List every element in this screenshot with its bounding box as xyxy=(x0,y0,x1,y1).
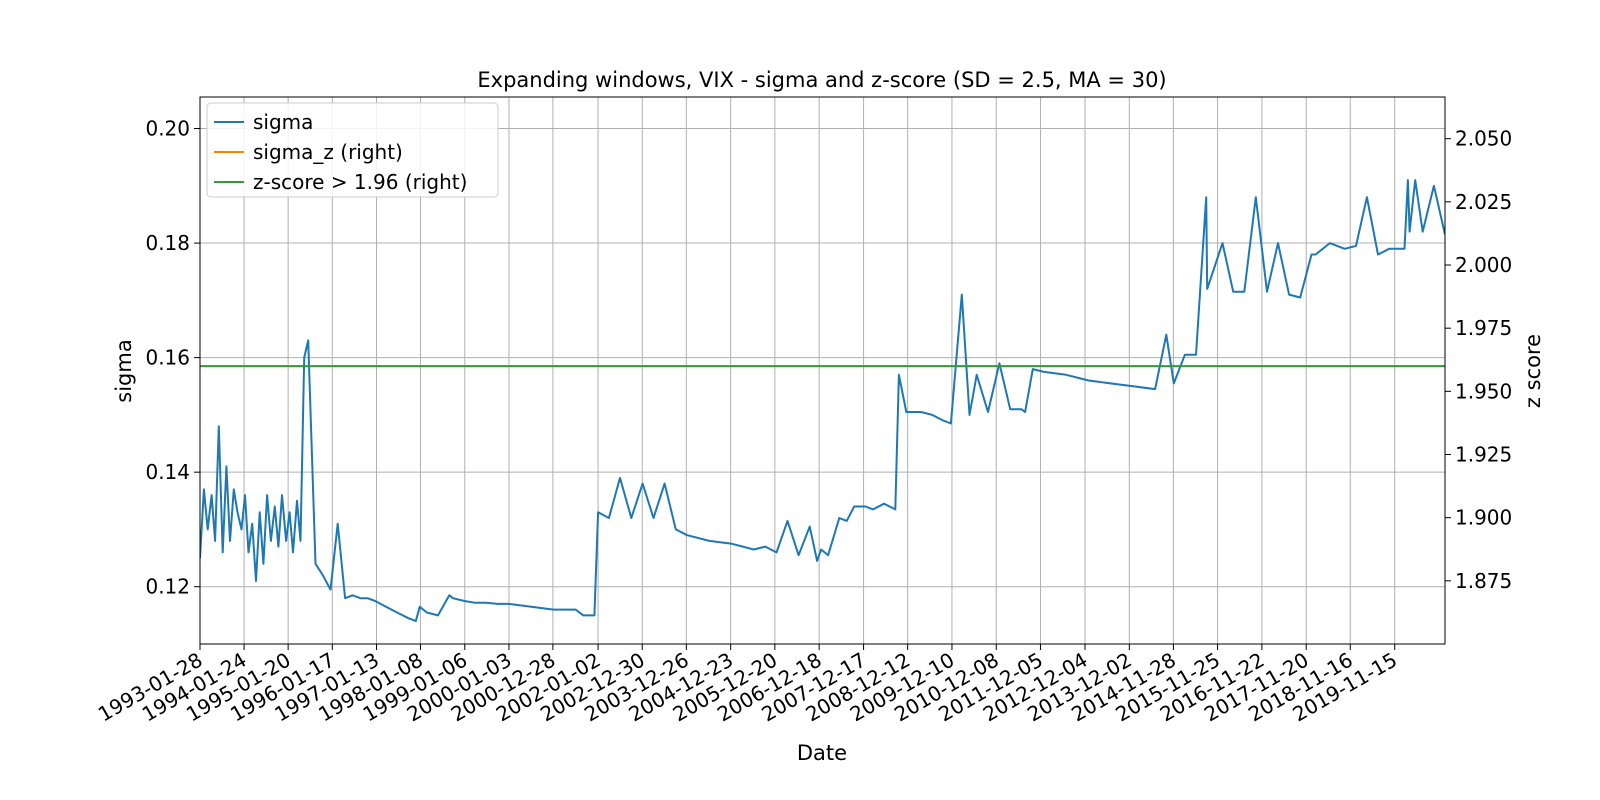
plot-frame xyxy=(199,96,1446,645)
y-right-tick-label: 2.050 xyxy=(1455,127,1512,151)
legend-label-sigma: sigma xyxy=(253,110,313,134)
y-right-tick-label: 1.900 xyxy=(1455,506,1512,530)
y-right-tick-label: 2.025 xyxy=(1455,190,1512,214)
legend-label-zscore: z-score > 1.96 (right) xyxy=(253,170,467,194)
y-right-axis-ticks: 1.875 1.900 1.925 1.950 1.975 2.000 2.025 2.050 xyxy=(1445,127,1512,593)
y-left-tick-label: 0.12 xyxy=(145,575,190,599)
series-line-0 xyxy=(200,179,1445,623)
chart-title: Expanding windows, VIX - sigma and z-sco… xyxy=(477,68,1166,92)
x-axis-ticks: 1993-01-281994-01-241995-01-201996-01-17… xyxy=(94,644,1401,726)
y-left-tick-label: 0.18 xyxy=(145,231,190,255)
legend: sigma sigma_z (right) z-score > 1.96 (ri… xyxy=(206,102,499,198)
y-left-tick-label: 0.14 xyxy=(145,460,190,484)
x-axis-label: Date xyxy=(797,741,847,765)
y-left-tick-label: 0.20 xyxy=(145,117,190,141)
series-layer xyxy=(200,179,1445,623)
y-left-axis-label: sigma xyxy=(112,339,136,402)
legend-box xyxy=(206,102,499,198)
legend-label-sigma-z: sigma_z (right) xyxy=(253,140,403,164)
y-right-tick-label: 1.950 xyxy=(1455,379,1512,403)
y-left-axis-ticks: 0.12 0.14 0.16 0.18 0.20 xyxy=(145,117,200,599)
y-right-tick-label: 1.875 xyxy=(1455,569,1512,593)
y-right-tick-label: 1.975 xyxy=(1455,316,1512,340)
y-right-tick-label: 1.925 xyxy=(1455,443,1512,467)
y-right-axis-label: z score xyxy=(1521,334,1545,408)
y-right-tick-label: 2.000 xyxy=(1455,253,1512,277)
y-left-tick-label: 0.16 xyxy=(145,346,190,370)
